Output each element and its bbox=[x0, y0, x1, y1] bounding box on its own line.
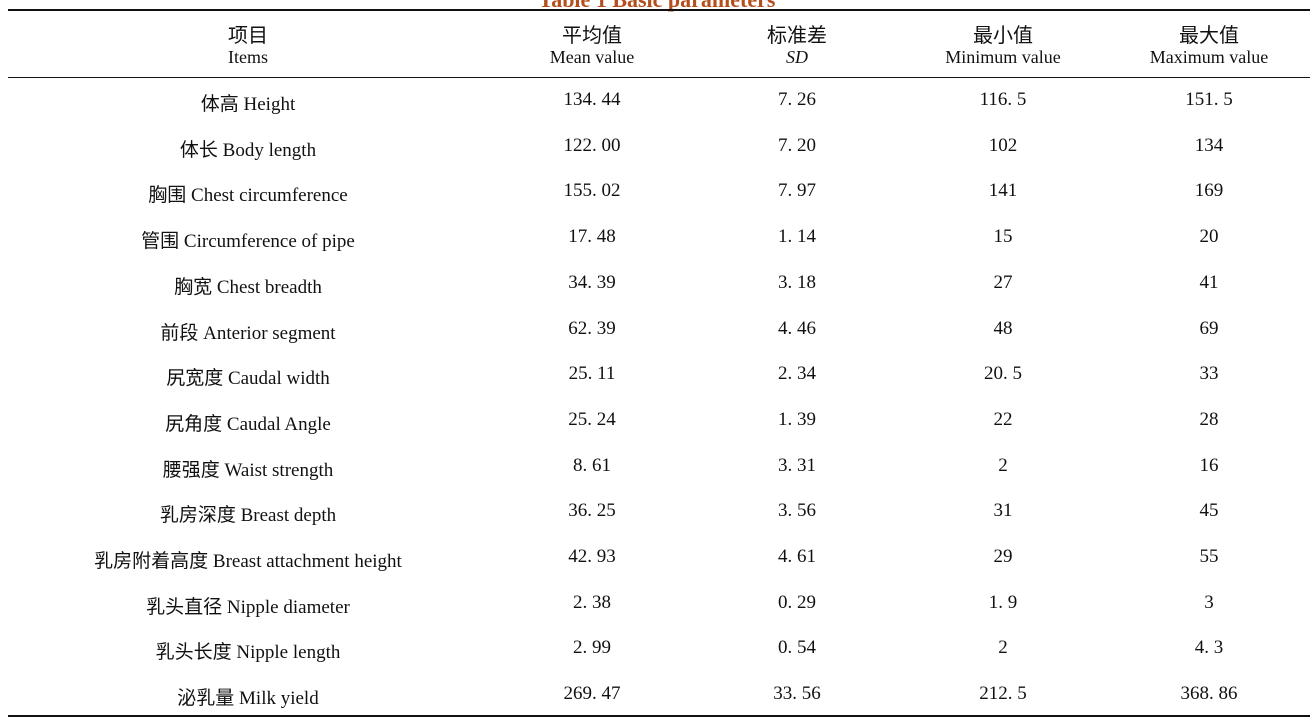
table-cell: 体长 Body length bbox=[179, 139, 317, 161]
table-cell: 151. 5 bbox=[1185, 89, 1233, 110]
header-en: Minimum value bbox=[945, 47, 1061, 67]
table-cell: 22 bbox=[993, 408, 1013, 430]
table-cell: 乳头直径 Nipple diameter bbox=[146, 596, 350, 618]
table-cell: 1. 39 bbox=[778, 408, 816, 430]
table-cell: 25. 11 bbox=[568, 363, 616, 385]
table-cell: 乳头长度 Nipple length bbox=[155, 642, 341, 664]
table-cell: 31 bbox=[993, 500, 1013, 522]
header-zh: 平均值 bbox=[562, 25, 622, 47]
table-cell: 3. 56 bbox=[778, 500, 816, 522]
table-cell: 7. 20 bbox=[778, 134, 816, 156]
table-cell: 212. 5 bbox=[979, 683, 1027, 705]
table-cell: 102 bbox=[988, 134, 1018, 156]
table-cell: 管围 Circumference of pipe bbox=[141, 231, 355, 253]
header-en: Maximum value bbox=[1149, 47, 1269, 67]
header-zh: 最小值 bbox=[973, 25, 1033, 47]
header-zh: 标准差 bbox=[767, 25, 827, 47]
table-cell: 2. 34 bbox=[778, 363, 816, 385]
table-cell: 乳房附着高度 Breast attachment height bbox=[94, 551, 402, 572]
table-cell: 腰强度 Waist strength bbox=[162, 459, 334, 481]
table-cell: 36. 25 bbox=[568, 500, 616, 522]
header-rule bbox=[8, 77, 1310, 78]
table-cell: 0. 54 bbox=[778, 637, 816, 659]
table-cell: 25. 24 bbox=[568, 408, 616, 430]
table-cell: 29 bbox=[993, 546, 1013, 567]
table-cell: 42. 93 bbox=[568, 546, 616, 567]
table-cell: 16 bbox=[1199, 454, 1219, 476]
header-zh: 最大值 bbox=[1179, 25, 1239, 47]
table-cell: 2. 99 bbox=[573, 637, 611, 659]
table-cell: 17. 48 bbox=[568, 226, 616, 248]
bottom-rule bbox=[8, 715, 1310, 717]
table-cell: 368. 86 bbox=[1180, 683, 1238, 705]
table-cell: 15 bbox=[993, 226, 1013, 248]
table-cell: 3. 31 bbox=[778, 454, 816, 476]
table-cell: 7. 97 bbox=[778, 180, 816, 202]
table-cell: 48 bbox=[993, 317, 1013, 339]
table-cell: 116. 5 bbox=[979, 89, 1027, 110]
header-en: SD bbox=[786, 47, 808, 67]
table-cell: 141 bbox=[988, 180, 1018, 202]
table-cell: 20 bbox=[1199, 226, 1219, 248]
table-cell: 尻角度 Caudal Angle bbox=[165, 413, 331, 435]
table-cell: 122. 00 bbox=[563, 134, 621, 156]
table-cell: 1. 9 bbox=[988, 591, 1018, 613]
table-cell: 前段 Anterior segment bbox=[160, 322, 336, 344]
table-cell: 乳房深度 Breast depth bbox=[159, 505, 337, 527]
table-cell: 2 bbox=[998, 454, 1008, 476]
table-cell: 2. 38 bbox=[573, 591, 611, 613]
header-zh: 项目 bbox=[228, 25, 268, 47]
table-cell: 34. 39 bbox=[568, 271, 616, 293]
table-cell: 45 bbox=[1199, 500, 1219, 522]
table-cell: 28 bbox=[1199, 408, 1219, 430]
table-cell: 0. 29 bbox=[778, 591, 816, 613]
table-cell: 33. 56 bbox=[773, 683, 821, 705]
table-cell: 169 bbox=[1194, 180, 1224, 202]
table-cell: 62. 39 bbox=[568, 317, 616, 339]
table-cell: 4. 46 bbox=[778, 317, 816, 339]
table-cell: 4. 61 bbox=[778, 546, 816, 567]
table-cell: 8. 61 bbox=[573, 454, 611, 476]
table-cell: 3 bbox=[1204, 591, 1214, 613]
table-cell: 134. 44 bbox=[563, 89, 621, 110]
table-cell: 69 bbox=[1199, 317, 1219, 339]
table-cell: 尻宽度 Caudal width bbox=[166, 368, 330, 390]
table-cell: 27 bbox=[993, 271, 1013, 293]
table-cell: 269. 47 bbox=[563, 683, 621, 705]
header-en: Items bbox=[228, 47, 268, 67]
table-cell: 33 bbox=[1199, 363, 1219, 385]
table-cell: 134 bbox=[1194, 134, 1224, 156]
table-cell: 7. 26 bbox=[778, 89, 816, 110]
table-cell: 胸围 Chest circumference bbox=[148, 185, 348, 207]
table-cell: 4. 3 bbox=[1194, 637, 1224, 659]
top-rule bbox=[8, 9, 1310, 11]
table-cell: 155. 02 bbox=[563, 180, 621, 202]
table-title: Table 1 Basic parameters bbox=[0, 0, 1314, 13]
header-en: Mean value bbox=[549, 47, 635, 67]
table-cell: 体高 Height bbox=[200, 94, 296, 115]
table-cell: 胸宽 Chest breadth bbox=[174, 276, 322, 298]
table-cell: 55 bbox=[1199, 546, 1219, 567]
table-cell: 1. 14 bbox=[778, 226, 816, 248]
table-cell: 20. 5 bbox=[984, 363, 1022, 385]
table-cell: 泌乳量 Milk yield bbox=[177, 688, 319, 710]
table-cell: 2 bbox=[998, 637, 1008, 659]
table-cell: 41 bbox=[1199, 271, 1219, 293]
table-cell: 3. 18 bbox=[778, 271, 816, 293]
